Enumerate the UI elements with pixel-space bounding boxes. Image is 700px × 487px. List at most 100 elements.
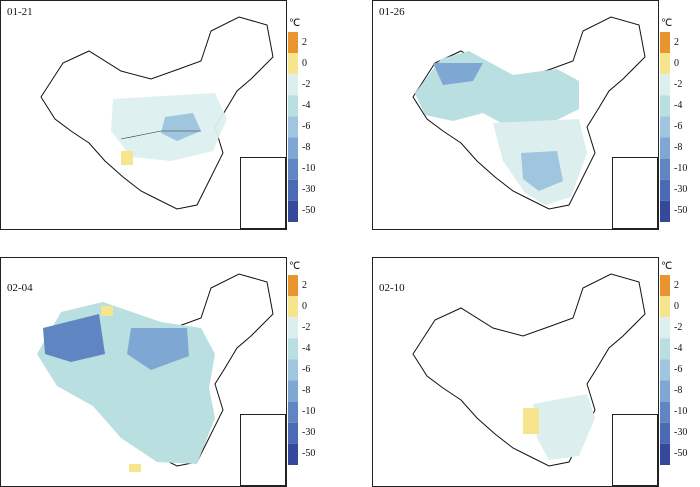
south-china-sea-inset xyxy=(612,414,658,486)
colorbar-segment xyxy=(288,137,298,159)
map-panel-0126: 01-26 ℃ 2 0 -2 -4 -6 -8 -10 -30 -50 xyxy=(372,0,700,243)
colorbar-tick-label: -30 xyxy=(302,427,316,439)
colorbar-tick-label: -4 xyxy=(674,99,683,111)
colorbar-segment xyxy=(660,116,670,138)
colorbar-tick-label: -4 xyxy=(302,342,311,354)
colorbar-svg xyxy=(288,275,298,465)
colorbar-segment xyxy=(288,338,298,360)
colorbar-tick-label: -8 xyxy=(302,142,311,154)
colorbar-tick-label: -6 xyxy=(674,364,683,375)
colorbar-tick-label: 0 xyxy=(674,57,679,69)
colorbar-tick-label: -10 xyxy=(302,163,316,175)
colorbar-segment xyxy=(288,317,298,339)
map-panel-0121: 01-21 ℃ 2 0 -2 -4 -6 -8 -10 -30 -50 xyxy=(0,0,700,243)
panel-date-label: 02-04 xyxy=(7,282,33,294)
colorbar-segment xyxy=(660,401,670,423)
colorbar-tick-label: -2 xyxy=(302,321,311,333)
colorbar xyxy=(288,275,298,465)
colorbar-tick-label: -10 xyxy=(674,163,688,175)
colorbar-tick-label: -6 xyxy=(302,364,311,375)
colorbar-tick-label: -50 xyxy=(674,448,688,460)
colorbar xyxy=(288,32,298,222)
china-map xyxy=(40,16,274,210)
south-china-sea-inset xyxy=(612,157,658,229)
colorbar-segment xyxy=(660,422,670,444)
colorbar-tick-label: -8 xyxy=(674,385,683,397)
colorbar-segment xyxy=(660,158,670,180)
china-map xyxy=(37,273,274,472)
colorbar-svg xyxy=(288,32,298,222)
map-panel-0204: 02-04 ℃ 2 0 -2 -4 -6 -8 -10 -30 -50 xyxy=(0,243,700,487)
map-frame: 02-10 xyxy=(372,257,659,487)
colorbar-segment xyxy=(288,200,298,222)
colorbar-tick-label: 2 xyxy=(302,36,307,48)
colorbar-segment xyxy=(288,443,298,465)
colorbar-tick-label: 2 xyxy=(674,279,679,291)
colorbar-segment xyxy=(660,359,670,381)
colorbar-segment xyxy=(660,317,670,339)
colorbar xyxy=(660,275,670,465)
colorbar-svg xyxy=(660,275,670,465)
colorbar-unit: ℃ xyxy=(661,18,673,29)
south-china-sea-inset xyxy=(240,157,286,229)
colorbar-segment xyxy=(288,296,298,318)
colorbar-segment xyxy=(660,137,670,159)
colorbar-segment xyxy=(288,275,298,297)
colorbar-tick-label: -8 xyxy=(302,385,311,397)
colorbar-segment xyxy=(288,158,298,180)
colorbar xyxy=(660,32,670,222)
colorbar-tick-label: 0 xyxy=(302,300,307,312)
colorbar-tick-label: -6 xyxy=(674,121,683,132)
colorbar-segment xyxy=(288,422,298,444)
colorbar-unit: ℃ xyxy=(289,18,301,29)
colorbar-tick-label: -30 xyxy=(674,427,688,439)
colorbar-tick-label: -30 xyxy=(674,184,688,196)
panel-date-label: 01-26 xyxy=(379,6,405,18)
colorbar-tick-label: -50 xyxy=(674,205,688,217)
colorbar-segment xyxy=(288,32,298,54)
colorbar-segment xyxy=(288,401,298,423)
map-frame: 02-04 xyxy=(0,257,287,487)
colorbar-tick-label: -2 xyxy=(674,78,683,90)
colorbar-tick-label: -10 xyxy=(674,406,688,418)
colorbar-segment xyxy=(660,32,670,54)
map-frame: 01-26 xyxy=(372,0,659,230)
colorbar-tick-label: -2 xyxy=(302,78,311,90)
colorbar-segment xyxy=(288,95,298,117)
colorbar-segment xyxy=(660,296,670,318)
colorbar-segment xyxy=(288,359,298,381)
colorbar-segment xyxy=(288,116,298,138)
colorbar-tick-label: -10 xyxy=(302,406,316,418)
colorbar-tick-label: -4 xyxy=(302,99,311,111)
colorbar-tick-label: -50 xyxy=(302,205,316,217)
colorbar-tick-label: 0 xyxy=(302,57,307,69)
colorbar-segment xyxy=(660,380,670,402)
colorbar-tick-label: -30 xyxy=(302,184,316,196)
colorbar-tick-label: 0 xyxy=(674,300,679,312)
colorbar-svg xyxy=(660,32,670,222)
colorbar-segment xyxy=(660,200,670,222)
colorbar-tick-label: 2 xyxy=(302,279,307,291)
china-map xyxy=(412,16,646,210)
colorbar-segment xyxy=(660,74,670,96)
panel-date-label: 02-10 xyxy=(379,282,405,294)
map-panel-0210: 02-10 ℃ 2 0 -2 -4 -6 -8 -10 -30 -50 xyxy=(372,243,700,487)
colorbar-segment xyxy=(660,53,670,75)
map-frame: 01-21 xyxy=(0,0,287,230)
china-map xyxy=(412,273,646,467)
colorbar-segment xyxy=(660,95,670,117)
colorbar-segment xyxy=(288,380,298,402)
colorbar-unit: ℃ xyxy=(661,261,673,272)
colorbar-segment xyxy=(660,179,670,201)
colorbar-segment xyxy=(288,179,298,201)
colorbar-unit: ℃ xyxy=(289,261,301,272)
colorbar-segment xyxy=(660,275,670,297)
colorbar-tick-label: -2 xyxy=(674,321,683,333)
colorbar-tick-label: -6 xyxy=(302,121,311,132)
colorbar-segment xyxy=(288,53,298,75)
colorbar-tick-label: -50 xyxy=(302,448,316,460)
colorbar-tick-label: 2 xyxy=(674,36,679,48)
colorbar-segment xyxy=(660,443,670,465)
colorbar-tick-label: -8 xyxy=(674,142,683,154)
colorbar-tick-label: -4 xyxy=(674,342,683,354)
